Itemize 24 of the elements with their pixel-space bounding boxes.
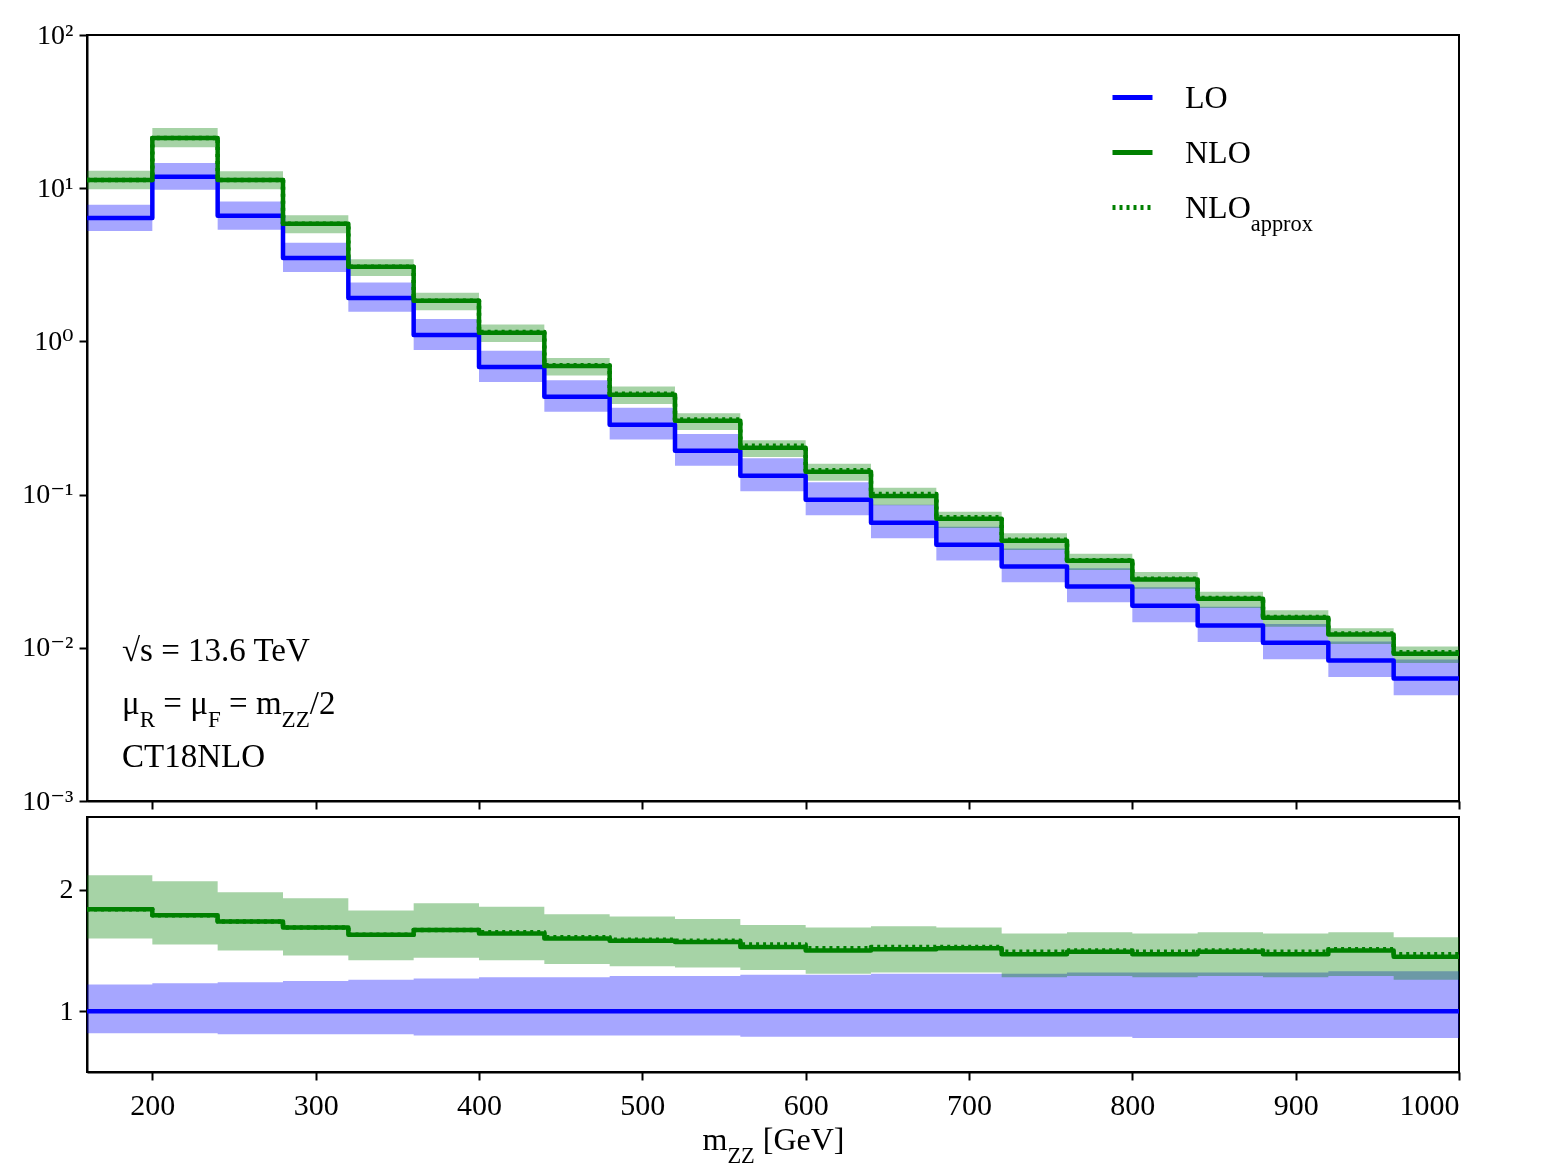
y-tick-label: 10²: [37, 18, 74, 50]
x-tick-label: 800: [1110, 1087, 1156, 1121]
y-tick-label: 10⁻³: [22, 784, 74, 816]
x-tick-label: 600: [783, 1087, 829, 1121]
y-tick-label: 10⁻¹: [22, 478, 74, 510]
legend-label: NLO: [1185, 133, 1251, 170]
y-tick-label: 10⁻²: [22, 631, 74, 663]
x-tick-label: 200: [130, 1087, 176, 1121]
x-tick-label: 700: [947, 1087, 992, 1121]
annotation: μ$_{R}$ = μ$_{F}$ = m$_{ZZ}$/2: [122, 685, 336, 732]
x-axis-title: m$_{ZZ}$ [GeV]: [702, 1120, 845, 1167]
annotation: CT18NLO: [122, 738, 265, 774]
x-tick-label: 500: [620, 1087, 666, 1121]
y-tick-label: 10¹: [37, 171, 74, 203]
x-tick-label: 300: [293, 1087, 339, 1121]
legend-label: LO: [1185, 78, 1228, 115]
legend-label: NLO$_{approx}$: [1185, 188, 1313, 235]
annotation: √s = 13.6 TeV: [122, 632, 310, 668]
y-tick-label: 10⁰: [34, 324, 74, 356]
x-tick-label: 1000: [1399, 1087, 1460, 1121]
x-tick-label: 900: [1273, 1087, 1319, 1121]
x-tick-label: 400: [457, 1087, 502, 1121]
y-tick-label: 2: [59, 873, 74, 905]
y-tick-label: 1: [59, 994, 74, 1026]
